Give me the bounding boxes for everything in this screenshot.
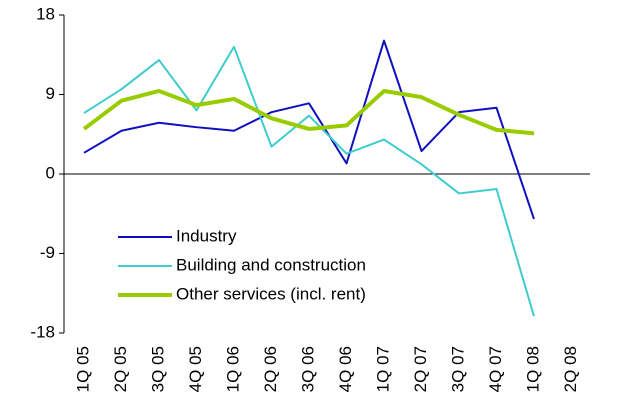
x-tick-label: 3Q 05 — [148, 346, 167, 392]
x-tick-label: 4Q 07 — [486, 346, 505, 392]
x-tick-label: 3Q 07 — [448, 346, 467, 392]
x-tick-label: 2Q 06 — [261, 346, 280, 392]
series-line — [83, 45, 535, 317]
x-tick-label: 1Q 08 — [523, 346, 542, 392]
x-tick-label: 1Q 06 — [223, 346, 242, 392]
x-tick-label: 4Q 05 — [186, 346, 205, 392]
x-tick-label: 1Q 05 — [73, 346, 92, 392]
x-tick-label: 3Q 06 — [298, 346, 317, 392]
y-tick-label: 18 — [36, 4, 55, 23]
y-tick-label: -18 — [30, 322, 55, 341]
legend-label: Industry — [176, 226, 237, 245]
legend-label: Other services (incl. rent) — [176, 284, 366, 303]
series-line — [83, 39, 535, 220]
x-tick-label: 2Q 05 — [111, 346, 130, 392]
x-tick-label: 4Q 06 — [336, 346, 355, 392]
y-tick-label: -9 — [40, 243, 55, 262]
x-tick-label: 2Q 07 — [411, 346, 430, 392]
y-tick-label: 9 — [46, 84, 55, 103]
legend-label: Building and construction — [176, 255, 366, 274]
x-tick-label: 1Q 07 — [373, 346, 392, 392]
series-line — [82, 88, 535, 136]
y-tick-label: 0 — [46, 163, 55, 182]
x-tick-label: 2Q 08 — [561, 346, 580, 392]
